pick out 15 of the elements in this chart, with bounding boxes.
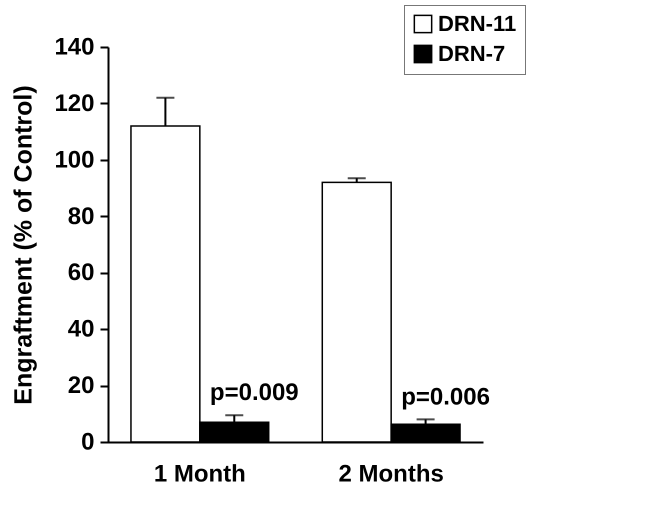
y-tick-label: 40 (68, 316, 94, 343)
y-axis-title: Engraftment (% of Control) (9, 85, 38, 405)
legend-label: DRN-7 (438, 41, 506, 66)
x-tick-label: 2 Months (338, 460, 444, 488)
y-tick-label: 100 (54, 146, 94, 174)
y-tick-label: 20 (68, 372, 94, 400)
y-tick-label: 140 (54, 34, 94, 60)
y-tick-label: 80 (68, 202, 94, 230)
y-tick-label: 0 (81, 428, 94, 456)
legend-label: DRN-11 (438, 11, 516, 36)
annotation: p=0.009 (210, 379, 299, 406)
x-tick-label: 1 Month (154, 460, 246, 488)
annotation: p=0.006 (401, 383, 490, 410)
y-tick-label: 120 (54, 90, 94, 117)
y-tick-label: 60 (68, 259, 94, 286)
